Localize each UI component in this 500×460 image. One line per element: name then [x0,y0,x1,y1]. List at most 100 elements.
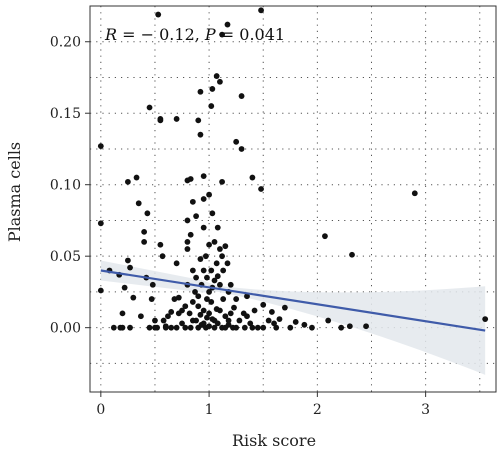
data-point [349,251,355,258]
data-point [238,146,245,152]
data-point [211,324,218,331]
data-point [225,317,232,324]
r-value: = − 0.12, [117,25,205,44]
data-point [175,294,182,301]
data-point [124,257,131,264]
data-point [146,104,153,111]
plot-panel-border [89,5,497,393]
data-point [197,88,204,95]
data-point [206,241,212,248]
data-point [130,294,137,301]
data-point [224,260,231,267]
data-point [200,320,207,327]
data-point [97,287,104,294]
data-point [268,309,275,315]
data-point [236,317,243,324]
data-point [189,198,196,205]
data-point [195,293,202,300]
data-point [173,324,180,331]
data-point [204,314,210,321]
x-axis-ticks: 0 1 2 3 [96,392,430,418]
data-point [187,324,194,331]
data-point [281,304,288,311]
data-point [97,143,104,150]
data-point [211,238,218,245]
x-tick-label: 1 [205,402,214,418]
data-point [197,131,204,138]
data-point [157,117,164,124]
data-point [224,21,231,28]
data-point [217,307,223,314]
data-point [249,324,256,331]
x-tick-label: 3 [421,402,430,418]
data-point [127,264,133,271]
data-point [244,313,250,320]
data-point [200,224,207,231]
data-point [411,190,418,197]
data-point [213,73,220,79]
data-point [251,307,258,314]
data-point [249,174,256,181]
data-point [220,267,227,274]
y-tick-label: 0.10 [50,178,81,194]
data-point [233,138,240,145]
data-point [165,313,171,320]
data-point [184,238,191,245]
data-point [148,296,155,302]
data-point [204,274,210,281]
confidence-band [100,260,486,375]
data-point [322,233,328,240]
data-point [217,78,223,85]
data-point [482,316,489,322]
data-point [247,320,254,327]
data-point [200,267,207,274]
data-point [144,210,151,217]
y-axis-ticks: 0.00 0.05 0.10 0.15 0.20 [50,35,90,337]
y-tick-label: 0.00 [50,321,81,337]
data-point [149,281,156,288]
data-point [227,310,234,317]
data-point [152,324,158,331]
data-point [168,324,175,331]
data-point [217,246,223,252]
data-point [146,324,153,331]
data-point [186,310,193,317]
data-point [214,273,221,280]
data-point [231,304,237,311]
data-point [260,324,267,331]
data-point [213,260,220,267]
data-point [141,228,148,235]
data-point [110,324,117,331]
data-point [271,320,277,327]
data-point [182,303,189,310]
data-point [173,116,180,122]
data-point [184,217,191,224]
data-point [222,324,229,331]
data-point [152,317,158,324]
data-point [338,324,345,331]
x-tick-label: 0 [96,402,105,418]
data-point [287,324,294,331]
data-point [265,317,272,324]
data-point [254,324,261,331]
data-point [189,299,196,305]
data-point [179,307,185,314]
data-point [195,303,202,310]
data-point [119,324,126,331]
data-point [206,310,212,317]
data-point [222,243,229,250]
data-point [346,323,353,330]
data-point [206,289,212,295]
data-point [233,296,240,302]
y-tick-label: 0.15 [50,106,81,122]
y-axis-title: Plasma cells [5,142,24,242]
x-axis-title: Risk score [232,431,316,450]
data-point [187,176,194,182]
data-point [195,117,202,124]
data-point [209,210,216,217]
data-point [222,313,229,320]
data-point [119,310,126,317]
data-point [193,317,200,324]
data-point [276,316,283,322]
